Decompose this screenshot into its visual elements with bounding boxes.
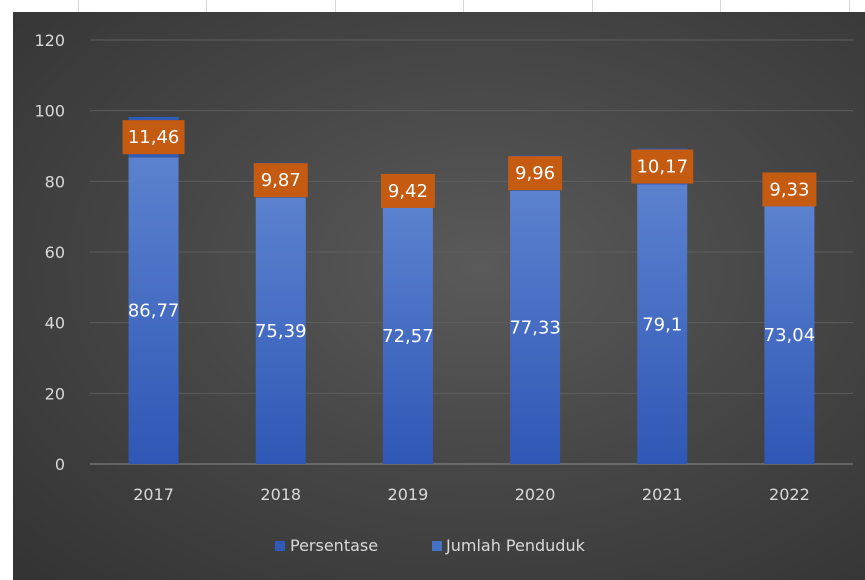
cell-gridline <box>849 0 850 14</box>
y-axis: 0 20 40 60 80 100 120 <box>34 31 65 474</box>
y-tick-label: 80 <box>45 172 65 191</box>
x-tick-label: 2021 <box>642 485 683 504</box>
data-label-jumlah-penduduk: 72,57 <box>382 326 434 347</box>
data-label-jumlah-penduduk: 75,39 <box>255 321 307 342</box>
cell-gridline <box>78 0 79 14</box>
data-label-box-persentase <box>508 156 563 191</box>
data-label-jumlah-penduduk: 79,1 <box>642 314 682 335</box>
legend-swatch-persentase <box>275 541 285 551</box>
data-label-box-persentase <box>762 172 817 207</box>
y-tick-label: 120 <box>34 31 65 50</box>
y-tick-label: 100 <box>34 102 65 121</box>
data-label-persentase: 9,33 <box>769 179 809 200</box>
bar-segment-jumlah-penduduk <box>637 184 688 464</box>
data-label-jumlah-penduduk: 73,04 <box>764 325 816 346</box>
data-label-persentase: 10,17 <box>636 157 688 178</box>
data-label-box-persentase <box>380 173 435 208</box>
legend-swatch-jumlah-penduduk <box>432 541 442 551</box>
legend: Persentase Jumlah Penduduk <box>275 536 586 555</box>
data-label-jumlah-penduduk: 86,77 <box>128 301 180 322</box>
x-tick-label: 2017 <box>133 485 174 504</box>
x-tick-label: 2020 <box>515 485 556 504</box>
data-label-box-persentase <box>631 149 694 184</box>
cell-gridline <box>335 0 336 14</box>
cell-gridline <box>463 0 464 14</box>
data-label-persentase: 9,87 <box>261 170 301 191</box>
data-label-box-persentase <box>253 163 308 198</box>
bar-segment-jumlah-penduduk <box>255 197 306 464</box>
x-tick-label: 2018 <box>260 485 301 504</box>
bar-segment-jumlah-penduduk <box>128 157 179 465</box>
legend-label-jumlah-penduduk: Jumlah Penduduk <box>445 536 586 555</box>
data-label-persentase: 9,96 <box>515 163 555 184</box>
stacked-bar-chart: 0 20 40 60 80 100 120 86,77 11,46 75,39 9,87 72,57… <box>34 31 853 555</box>
bar-segment-jumlah-penduduk <box>382 207 433 464</box>
data-label-persentase: 11,46 <box>128 127 180 148</box>
y-tick-label: 20 <box>45 384 65 403</box>
y-tick-label: 40 <box>45 314 65 333</box>
bar-segment-jumlah-penduduk <box>510 190 561 464</box>
y-tick-label: 60 <box>45 243 65 262</box>
x-axis: 2017 2018 2019 2020 2021 2022 <box>133 485 810 504</box>
data-label-jumlah-penduduk: 77,33 <box>509 317 561 338</box>
cell-gridline <box>720 0 721 14</box>
bar-segment-jumlah-penduduk <box>764 205 815 464</box>
x-tick-label: 2019 <box>388 485 429 504</box>
data-label-persentase: 9,42 <box>388 181 428 202</box>
data-label-box-persentase <box>122 120 185 155</box>
y-tick-label: 0 <box>55 455 65 474</box>
chart-area[interactable]: 0 20 40 60 80 100 120 86,77 11,46 75,39 9,87 72,57… <box>13 12 865 580</box>
bars: 86,77 11,46 75,39 9,87 72,57 9,42 77,33 9,96 79,… <box>122 116 817 465</box>
cell-gridline <box>592 0 593 14</box>
gridlines <box>90 39 853 465</box>
legend-label-persentase: Persentase <box>290 536 378 555</box>
x-tick-label: 2022 <box>769 485 810 504</box>
cell-gridline <box>206 0 207 14</box>
